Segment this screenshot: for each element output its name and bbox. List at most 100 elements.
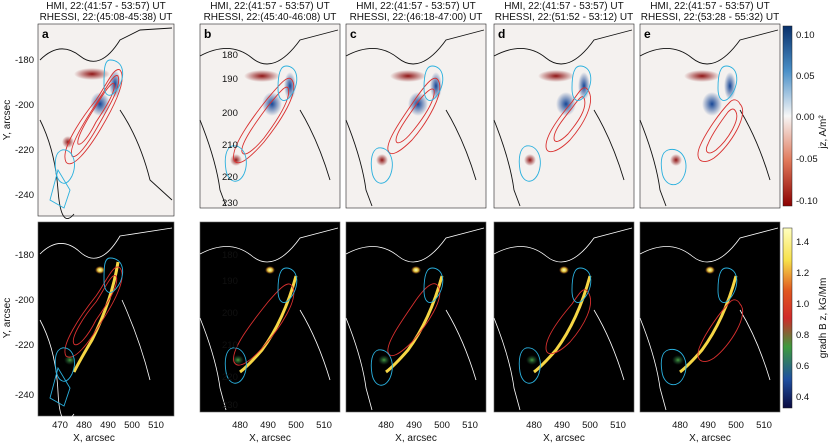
y-tick-b-top-1: 190 [222, 74, 238, 85]
jz-tick-3: -0.05 [796, 154, 818, 165]
gradient-ribbon [385, 275, 444, 374]
jz-colorbar-ramp [782, 25, 793, 207]
x-tick-a-2: 490 [100, 420, 116, 431]
y-tick-a-bottom-1: -200 [15, 295, 34, 306]
panel-e-bottom-frame [639, 221, 781, 413]
rhessi-cyan-contours [224, 267, 298, 384]
jz-positive-region [702, 92, 722, 116]
x-ticks-c: 480 490 500 510 X, arcsec [378, 420, 478, 444]
gradient-green-spot [526, 355, 538, 365]
polarity-inversion-contour [39, 227, 173, 421]
y-tick-a-bottom-0: -180 [15, 250, 34, 261]
rhessi-cyan-contours [660, 267, 738, 386]
rhessi-red-contours [545, 87, 591, 153]
x-tick-e-2: 500 [728, 420, 744, 431]
panel-c-top-frame [345, 23, 487, 209]
y-axis-label-top: Y, arcsec [2, 100, 13, 140]
panel-e-bottom [639, 221, 781, 413]
panel-a-letter: a [42, 27, 49, 41]
x-tick-c-1: 490 [406, 420, 422, 431]
jz-tick-4: -0.10 [796, 196, 818, 207]
x-tick-d-1: 490 [554, 420, 570, 431]
y-tick-a-top-3: -240 [15, 190, 34, 201]
panel-b-letter: b [204, 27, 211, 41]
polarity-inversion-contour [639, 29, 779, 207]
gradient-green-spot [672, 355, 684, 365]
panel-d-letter: d [498, 27, 505, 41]
grad-tick-0: 1.4 [796, 237, 809, 248]
panel-c-top: HMI, 22:(41:57 - 53:57) UT RHESSI, 22:(4… [345, 1, 487, 209]
panel-a-title-line2: RHESSI, 22:(45:08-45:38) UT [40, 12, 173, 23]
polarity-inversion-contour [199, 29, 339, 207]
jz-colorbar-label: jz, A/m² [818, 115, 829, 150]
x-tick-d-2: 500 [582, 420, 598, 431]
x-tick-e-1: 490 [700, 420, 716, 431]
jz-tick-1: 0.05 [796, 71, 815, 82]
top-row: HMI, 22:(41:57 - 53:57) UT RHESSI, 22:(4… [37, 1, 781, 219]
x-tick-a-0: 470 [52, 420, 68, 431]
panel-b-title-line1: HMI, 22:(41:57 - 53:57) UT [210, 1, 330, 12]
x-axis-label-d: X, arcsec [543, 433, 585, 444]
jz-negative-spot [524, 154, 536, 166]
y-tick-b-bottom-0: 180 [222, 250, 238, 261]
polarity-inversion-contour [639, 227, 779, 411]
y-tick-a-bottom-3: -240 [15, 390, 34, 401]
panel-b-bottom [199, 221, 341, 413]
jz-negative-spot [670, 154, 682, 166]
panel-b-bottom-frame [199, 221, 341, 413]
grad-tick-3: 0.8 [796, 330, 809, 341]
panel-d-bottom-frame [493, 221, 635, 413]
panel-b-top-frame [199, 23, 341, 209]
y-tick-b-top-5: 230 [222, 198, 238, 209]
x-tick-a-3: 500 [124, 420, 140, 431]
panel-e-title-line1: HMI, 22:(41:57 - 53:57) UT [650, 1, 770, 12]
rhessi-cyan-contours [660, 65, 738, 186]
gradient-hot-spot [265, 266, 275, 274]
panel-d-title-line1: HMI, 22:(41:57 - 53:57) UT [504, 1, 624, 12]
x-axis-label-e: X, arcsec [689, 433, 731, 444]
x-tick-b-0: 480 [232, 420, 248, 431]
jz-colorbar: 0.10 0.05 0.00 -0.05 -0.10 jz, A/m² [782, 25, 829, 207]
jz-positive-region [556, 92, 576, 116]
panel-c-title-line2: RHESSI, 22:(46:18-47:00) UT [350, 12, 483, 23]
y-tick-b-top-2: 200 [222, 108, 238, 119]
y-tick-b-bottom-1: 190 [222, 276, 238, 287]
grad-colorbar-label: gradh B z, kG/Mm [818, 278, 829, 359]
y-tick-a-bottom-2: -220 [15, 340, 34, 351]
jz-negative-spot [62, 136, 74, 148]
x-ticks-d: 480 490 500 510 X, arcsec [526, 420, 626, 444]
panel-d-top-frame [493, 23, 635, 209]
gradient-green-spot [232, 355, 244, 365]
gradient-hot-spot [411, 266, 421, 274]
y-tick-b-bottom-5: 230 [222, 400, 238, 411]
y-tick-b-bottom-4: 220 [222, 372, 238, 383]
panel-e-letter: e [644, 27, 651, 41]
grad-colorbar: 1.4 1.2 1.0 0.8 0.6 0.4 gradh B z, kG/Mm [782, 227, 829, 409]
x-ticks-b: 480 490 500 510 X, arcsec [232, 420, 332, 444]
panel-c-bottom-frame [345, 221, 487, 413]
x-axis-label-b: X, arcsec [249, 433, 291, 444]
jz-negative-region [244, 70, 280, 82]
rhessi-red-contours [64, 266, 123, 358]
panel-e-top-frame [639, 23, 781, 209]
panel-c-letter: c [350, 27, 357, 41]
panel-c-title-line1: HMI, 22:(41:57 - 53:57) UT [356, 1, 476, 12]
jz-negative-spot [230, 154, 242, 166]
gradient-green-spot [378, 355, 390, 365]
rhessi-cyan-contours [370, 267, 444, 386]
rhessi-cyan-contours [49, 59, 124, 209]
jz-negative-region [390, 70, 426, 82]
polarity-inversion-contour [199, 227, 339, 411]
panel-b-top: HMI, 22:(41:57 - 53:57) UT RHESSI, 22:(4… [199, 1, 341, 209]
grad-tick-1: 1.2 [796, 268, 809, 279]
rhessi-cyan-contours [518, 65, 592, 182]
jz-positive-region [90, 92, 110, 116]
gradient-hot-spot [705, 266, 715, 274]
gradient-green-spot [64, 355, 76, 365]
rhessi-red-contours [697, 299, 744, 362]
rhessi-red-contours [545, 289, 591, 355]
grad-tick-2: 1.0 [796, 299, 809, 310]
y-tick-b-top-4: 220 [222, 172, 238, 183]
x-axis-label-a: X, arcsec [73, 433, 115, 444]
